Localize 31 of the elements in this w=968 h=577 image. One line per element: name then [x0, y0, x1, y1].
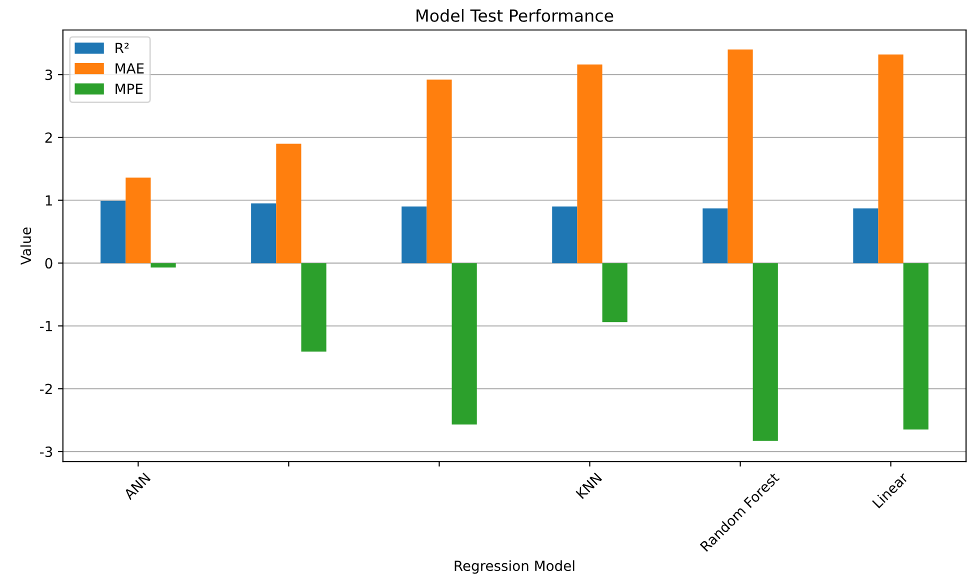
chart-title: Model Test Performance: [416, 9, 614, 22]
bar: [752, 263, 778, 441]
bar: [903, 263, 928, 430]
y-tick-label: -1: [40, 321, 52, 332]
bar: [126, 178, 151, 264]
y-axis-title: Value: [20, 227, 32, 265]
bar: [853, 208, 878, 264]
bar: [702, 208, 728, 264]
x-axis-title: Regression Model: [454, 560, 574, 574]
bar: [251, 203, 276, 264]
bar: [452, 263, 477, 425]
bar: [301, 263, 326, 352]
y-tick-label: 0: [45, 258, 52, 269]
bar: [276, 144, 302, 264]
legend-label: MAE: [116, 63, 144, 74]
bar: [878, 54, 904, 264]
y-tick-label: 3: [45, 70, 52, 80]
bar: [728, 49, 753, 264]
bar: [552, 206, 578, 264]
y-tick-label: -3: [40, 446, 52, 458]
y-tick-label: 2: [45, 132, 52, 143]
bar: [426, 80, 452, 264]
bar: [150, 263, 176, 268]
bar: [577, 64, 602, 264]
y-tick-label: -2: [40, 384, 52, 394]
bar: [602, 263, 628, 322]
legend-label: MPE: [116, 84, 143, 94]
bar: [402, 206, 427, 264]
y-tick-label: 1: [46, 195, 52, 206]
bar: [100, 200, 126, 264]
legend-label: R²: [116, 42, 129, 54]
